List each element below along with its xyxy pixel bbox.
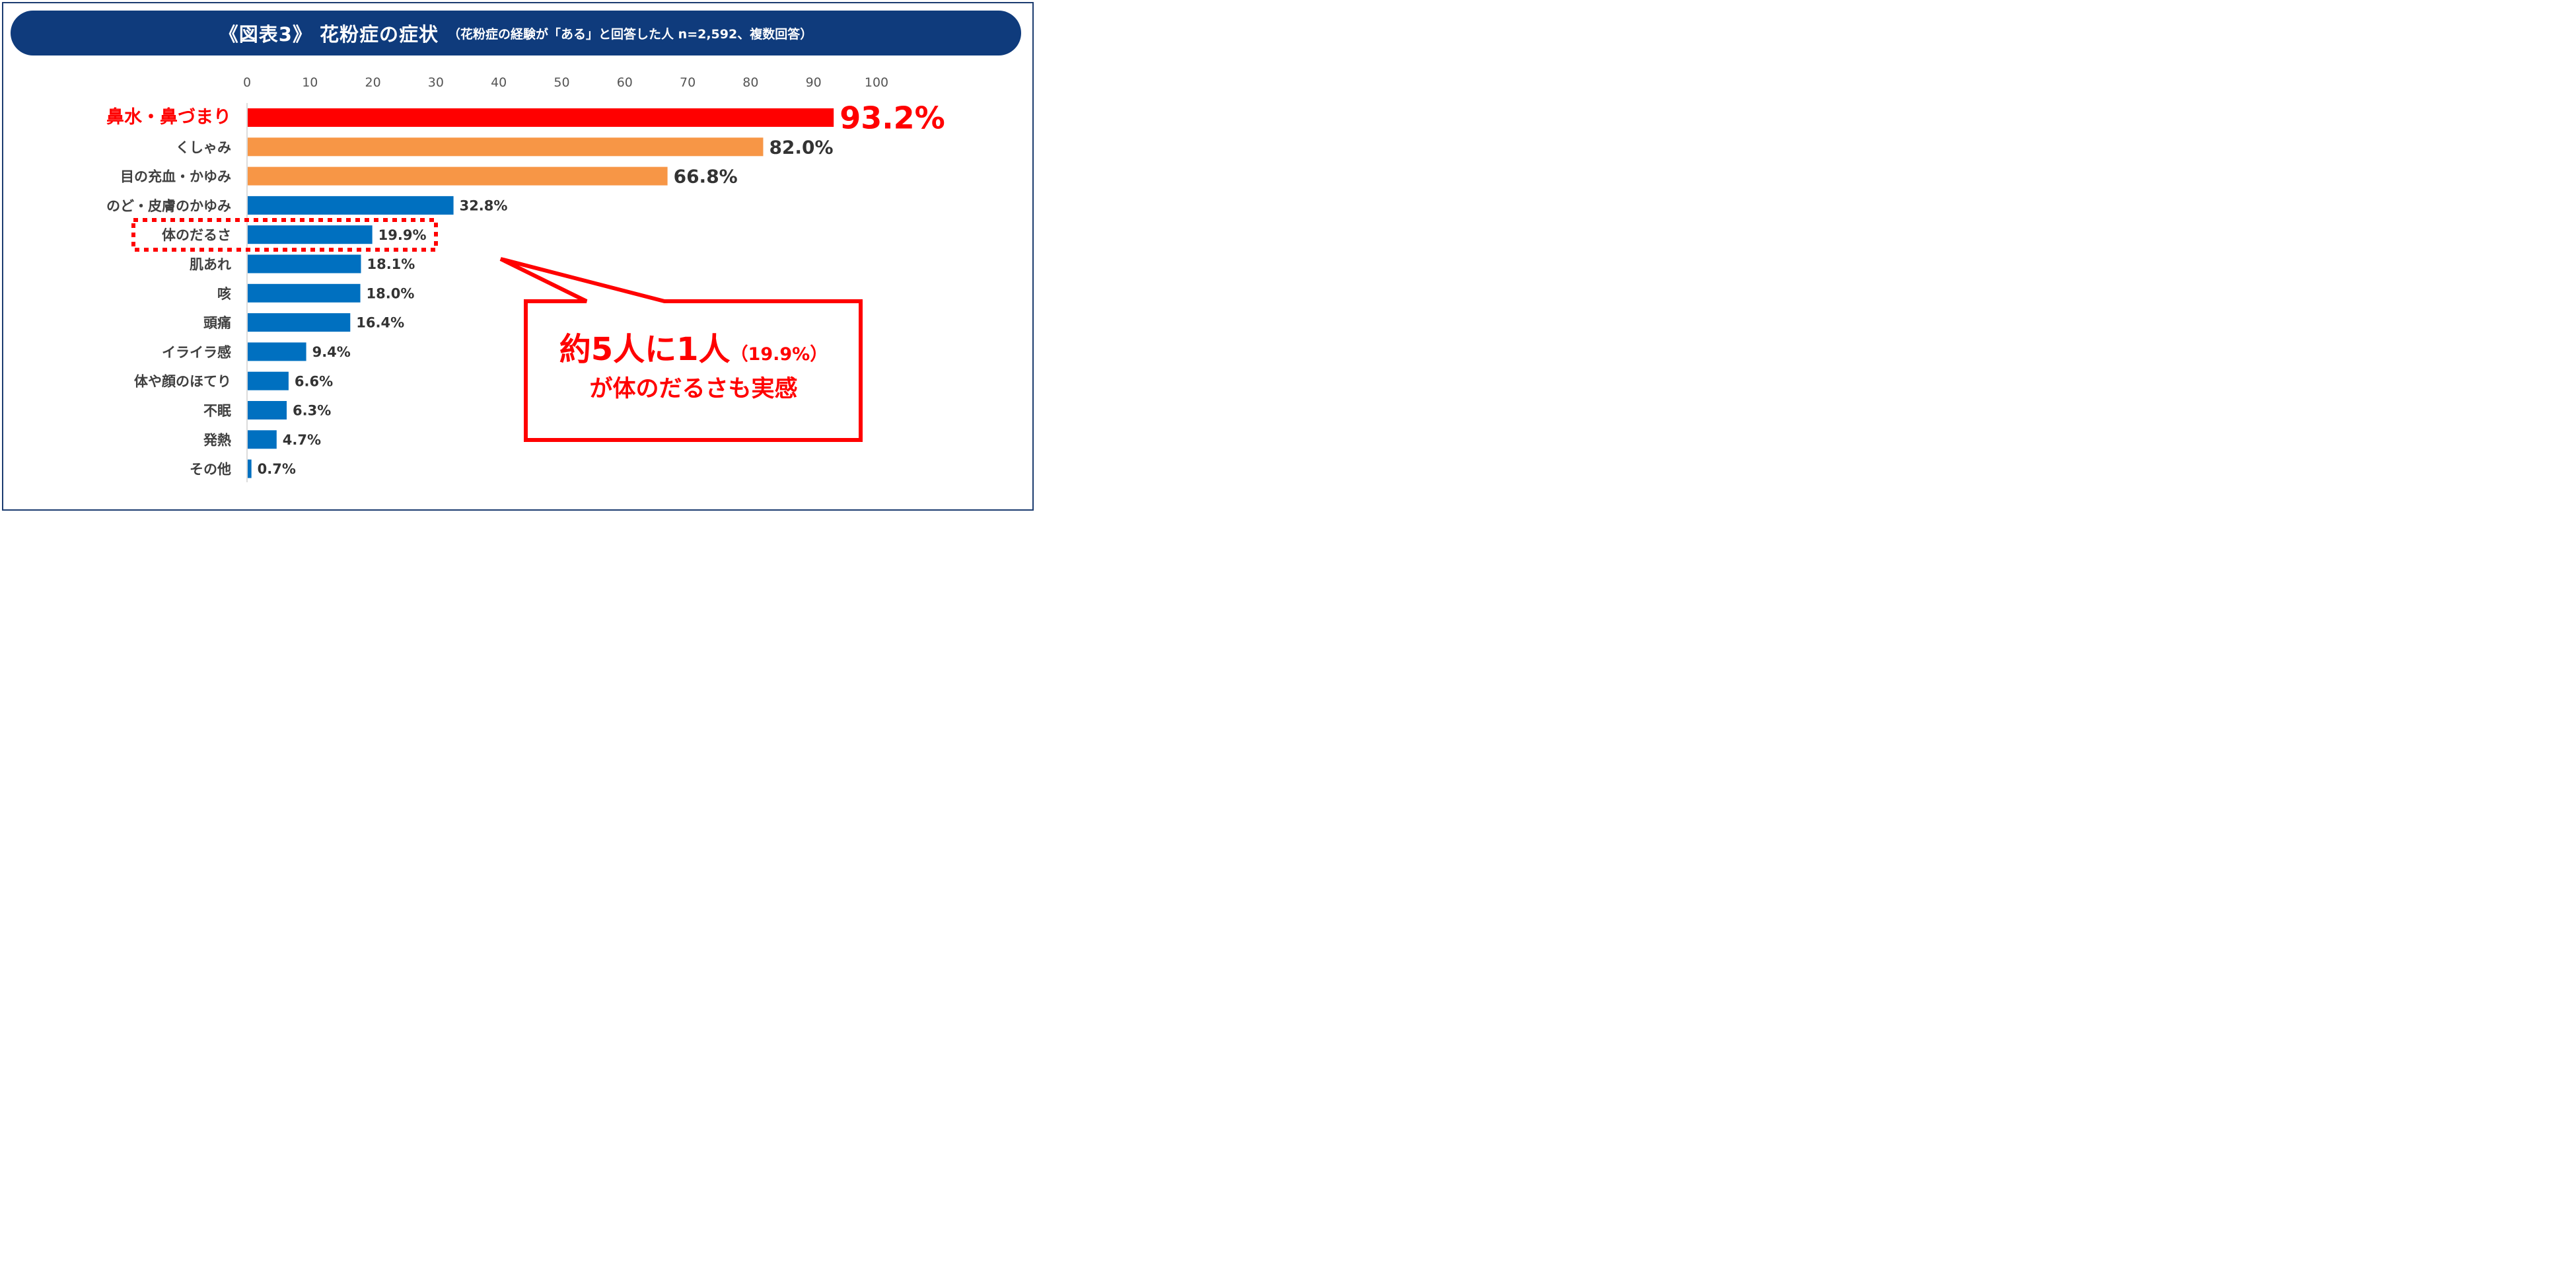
bar: [248, 137, 764, 157]
bar-chart: 0 10 20 30 40 50 60 70 80 90 100 鼻水・鼻づまり 93.2% くしゃみ 82…: [106, 75, 945, 482]
value-label: 6.3%: [293, 403, 331, 419]
value-label: 66.8%: [674, 166, 738, 188]
x-tick-label: 90: [806, 75, 822, 90]
bar: [248, 166, 668, 186]
x-tick-label: 50: [554, 75, 569, 90]
bar: [248, 254, 361, 273]
category-label: その他: [190, 462, 231, 478]
category-label: 不眠: [203, 403, 231, 419]
bar: [248, 225, 373, 244]
x-tick-label: 70: [680, 75, 696, 90]
chart-subtitle: （花粉症の経験が「ある」と回答した人 n=2,592、複数回答）: [448, 26, 813, 42]
bar: [248, 108, 834, 127]
category-label: のど・皮膚のかゆみ: [106, 198, 231, 214]
title-banner: 《図表3》 花粉症の症状 （花粉症の経験が「ある」と回答した人 n=2,592、…: [11, 11, 1021, 55]
x-tick-label: 80: [742, 75, 758, 90]
bar: [248, 371, 289, 390]
x-tick-label: 30: [428, 75, 444, 90]
category-label: 発熱: [203, 432, 231, 448]
value-label: 18.1%: [367, 256, 415, 272]
value-label: 9.4%: [312, 344, 351, 360]
bar: [248, 313, 351, 332]
callout-line2: が体のだるさも実感: [589, 376, 798, 402]
x-tick-label: 100: [865, 75, 888, 90]
value-label: 19.9%: [378, 227, 427, 243]
category-label: 肌あれ: [190, 257, 231, 273]
value-label: 18.0%: [367, 285, 415, 301]
value-label: 4.7%: [283, 432, 321, 448]
bar: [248, 196, 454, 215]
bar: [248, 283, 361, 303]
x-tick-label: 0: [243, 75, 251, 90]
value-label: 16.4%: [356, 315, 404, 331]
callout-main: 約5人に1人: [559, 331, 731, 368]
chart-title: 《図表3》 花粉症の症状: [219, 23, 439, 46]
value-label: 82.0%: [769, 136, 833, 158]
x-tick-label: 40: [491, 75, 507, 90]
bar: [248, 459, 252, 478]
value-label: 0.7%: [258, 461, 296, 477]
value-label: 6.6%: [295, 373, 333, 389]
category-label: 鼻水・鼻づまり: [106, 107, 231, 128]
category-label: 体のだるさ: [162, 227, 231, 243]
x-tick-label: 20: [365, 75, 381, 90]
category-label: イライラ感: [162, 344, 231, 360]
callout-paren: （19.9%）: [730, 344, 828, 365]
x-tick-label: 10: [302, 75, 318, 90]
category-label: 咳: [217, 286, 231, 302]
category-label: 体や顔のほてり: [134, 374, 231, 390]
category-label: くしゃみ: [176, 139, 231, 155]
value-label: 93.2%: [840, 100, 945, 136]
category-label: 目の充血・かゆみ: [120, 169, 231, 185]
bar: [248, 401, 287, 419]
x-tick-label: 60: [617, 75, 633, 90]
value-label: 32.8%: [460, 198, 508, 213]
bar: [248, 430, 277, 449]
bar: [248, 342, 306, 361]
category-label: 頭痛: [203, 315, 231, 331]
callout-text: 約5人に1人（19.9%） が体のだるさも実感: [527, 330, 860, 404]
